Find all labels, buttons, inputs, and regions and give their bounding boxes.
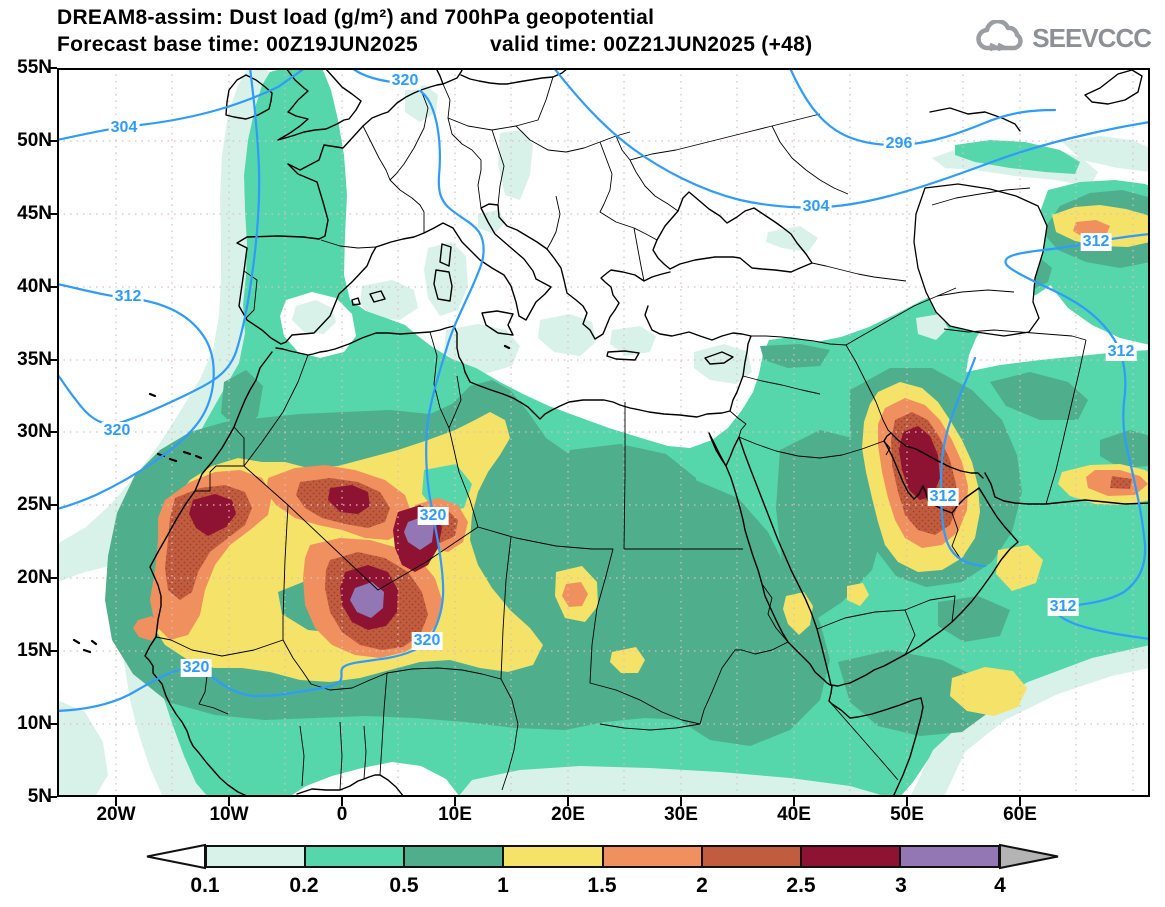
- axis-ticks: [49, 67, 1021, 806]
- contour-label-312: 312: [1047, 598, 1079, 616]
- lon-tick-label: 60E: [1003, 804, 1037, 825]
- colorbar-label: 4: [994, 874, 1006, 897]
- colorbar-label: 3: [895, 874, 907, 897]
- cloud-icon: [976, 20, 1023, 52]
- lat-tick-label: 20N: [17, 567, 52, 588]
- contour-label-296: 296: [883, 135, 915, 153]
- lat-tick-label: 45N: [17, 203, 52, 224]
- small-islands: [72, 344, 511, 654]
- lon-tick-label: 20W: [96, 804, 136, 825]
- colorbar-label: 1: [497, 874, 509, 897]
- colorbar-cell: [502, 845, 604, 868]
- lon-tick-label: 50E: [890, 804, 924, 825]
- lat-tick-label: 55N: [17, 57, 52, 78]
- lat-tick-label: 30N: [17, 421, 52, 442]
- low-dust-holes: [280, 292, 1150, 797]
- lon-tick-label: 10E: [438, 804, 472, 825]
- colorbar-label: 2: [696, 874, 708, 897]
- contour-label-320: 320: [417, 507, 449, 525]
- lat-tick-label: 40N: [17, 276, 52, 297]
- lat-tick-label: 15N: [17, 640, 52, 661]
- contour-label-312: 312: [927, 488, 959, 506]
- contour-label-312: 312: [1080, 233, 1112, 251]
- lon-tick-label: 10W: [209, 804, 249, 825]
- lat-tick-label: 25N: [17, 494, 52, 515]
- colorbar-cell: [403, 845, 505, 868]
- colorbar-cell: [205, 845, 307, 868]
- lon-tick-label: 40E: [777, 804, 811, 825]
- colorbar-cell: [898, 845, 1000, 868]
- lon-tick-label: 30E: [664, 804, 698, 825]
- title-valid-time: valid time: 00Z21JUN2025 (+48): [490, 33, 813, 56]
- title-line-1: DREAM8-assim: Dust load (g/m²) and 700hP…: [57, 6, 655, 29]
- logo-text: SEEVCCC: [1032, 22, 1152, 53]
- colorbar-label: 0.2: [289, 874, 319, 897]
- title-base-time: Forecast base time: 00Z19JUN2025: [57, 33, 418, 56]
- contour-label-304: 304: [800, 198, 832, 216]
- colorbar-label: 1.5: [587, 874, 617, 897]
- seevccc-logo: SEEVCCC: [974, 20, 1152, 56]
- colorbar-cell: [700, 845, 802, 868]
- lat-tick-label: 5N: [27, 786, 52, 807]
- contour-label-320: 320: [180, 659, 212, 677]
- colorbar-label: 0.1: [190, 874, 220, 897]
- contour-label-320: 320: [101, 422, 133, 440]
- contour-label-320: 320: [411, 632, 443, 650]
- lat-tick-label: 50N: [17, 130, 52, 151]
- colorbar-cell: [601, 845, 703, 868]
- colorbar-label: 0.5: [389, 874, 419, 897]
- lon-tick-label: 0: [336, 804, 348, 825]
- lat-tick-label: 10N: [17, 713, 52, 734]
- contour-label-312: 312: [112, 288, 144, 306]
- border-layer: [155, 76, 1087, 791]
- colorbar-under-arrow: [146, 843, 206, 870]
- colorbar-cell: [799, 845, 901, 868]
- caspian-sea: [913, 183, 1048, 337]
- lon-tick-label: 20E: [551, 804, 585, 825]
- colorbar-label: 2.5: [786, 874, 816, 897]
- coastline-layer: [144, 68, 1150, 797]
- colorbar-over-arrow: [999, 843, 1059, 870]
- contour-label-312: 312: [1105, 343, 1137, 361]
- colorbar-cell: [304, 845, 406, 868]
- contour-label-304: 304: [108, 119, 140, 137]
- colorbar: [205, 845, 1000, 868]
- lat-tick-label: 35N: [17, 349, 52, 370]
- plot-frame: [57, 68, 1150, 797]
- contour-label-320: 320: [389, 72, 421, 90]
